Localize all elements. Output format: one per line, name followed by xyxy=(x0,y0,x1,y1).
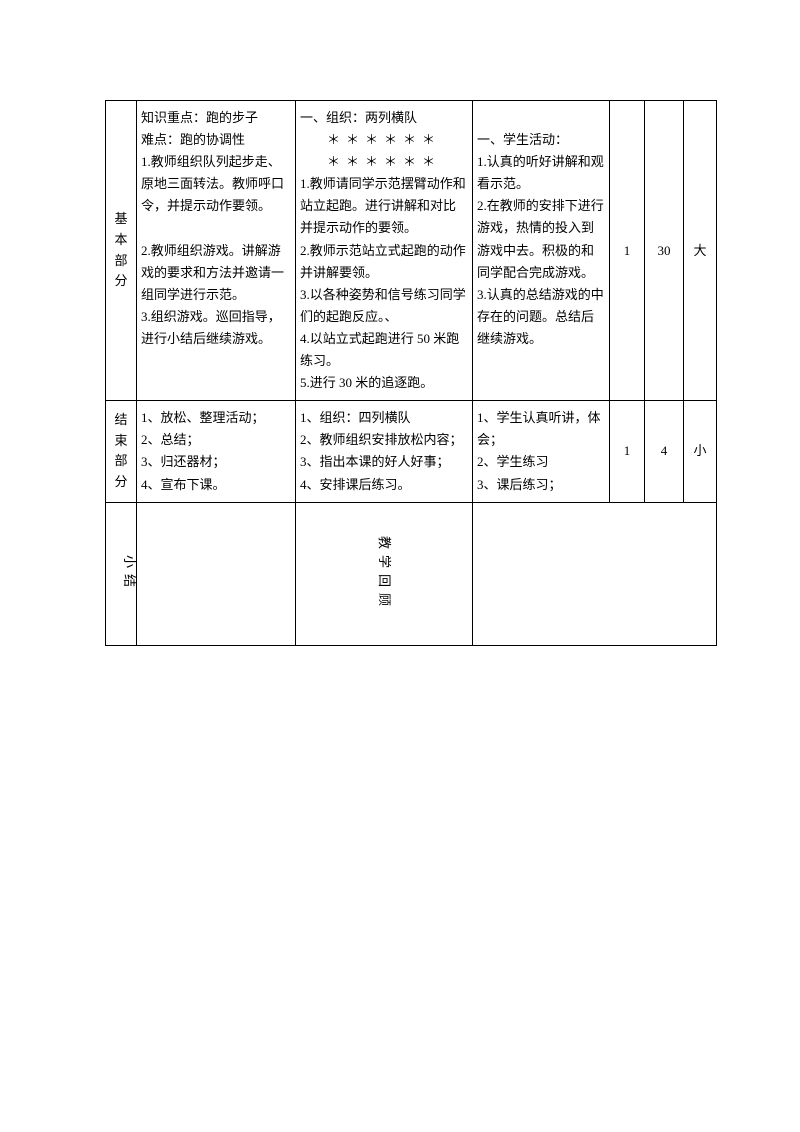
section-label-summary: 小结 xyxy=(106,502,137,645)
text-line: 2.教师组织游戏。讲解游戏的要求和方法并邀请一组同学进行示范。 xyxy=(141,240,291,306)
text-line: 1.教师请同学示范摆臂动作和站立起跑。进行讲解和对比并提示动作的要领。 xyxy=(300,173,468,239)
table-row-end: 结束部分 1、放松、整理活动； 2、总结； 3、归还器材； 4、宣布下课。 1、… xyxy=(106,401,717,502)
lesson-plan-table: 基本部分 知识重点：跑的步子 难点：跑的协调性 1.教师组织队列起步走、原地三面… xyxy=(105,100,717,646)
formation-stars: ＊＊＊＊＊＊ xyxy=(300,129,468,151)
text-line: 2、总结； xyxy=(141,429,291,451)
cell-main-intensity: 大 xyxy=(684,101,717,401)
cell-end-time: 4 xyxy=(645,401,684,502)
text-line: 知识重点：跑的步子 xyxy=(141,107,291,129)
text-line: 4、安排课后练习。 xyxy=(300,474,468,496)
formation-stars: ＊＊＊＊＊＊ xyxy=(300,151,468,173)
page: 基本部分 知识重点：跑的步子 难点：跑的协调性 1.教师组织队列起步走、原地三面… xyxy=(0,0,800,646)
text-line: 3.认真的总结游戏的中存在的问题。总结后继续游戏。 xyxy=(477,284,605,350)
text-line: 3、归还器材； xyxy=(141,451,291,473)
text-line: 1.教师组织队列起步走、原地三面转法。教师呼口令，并提示动作要领。 xyxy=(141,151,291,217)
cell-main-time: 30 xyxy=(645,101,684,401)
cell-summary-blank2 xyxy=(473,502,717,645)
text-line: 1、组织：四列横队 xyxy=(300,407,468,429)
text-line: 难点：跑的协调性 xyxy=(141,129,291,151)
cell-summary-blank1 xyxy=(137,502,296,645)
table-row-main: 基本部分 知识重点：跑的步子 难点：跑的协调性 1.教师组织队列起步走、原地三面… xyxy=(106,101,717,401)
section-label-main: 基本部分 xyxy=(106,101,137,401)
text-line: 4、宣布下课。 xyxy=(141,474,291,496)
text-line: 3、指出本课的好人好事； xyxy=(300,451,468,473)
text-line: 1、学生认真听讲，体会； xyxy=(477,407,605,451)
text-line: 3.以各种姿势和信号练习同学们的起跑反应。、 xyxy=(300,284,468,328)
text-line: 1.认真的听好讲解和观看示范。 xyxy=(477,151,605,195)
text-line: 2.在教师的安排下进行游戏，热情的投入到游戏中去。积极的和同学配合完成游戏。 xyxy=(477,195,605,283)
cell-end-col2: 1、放松、整理活动； 2、总结； 3、归还器材； 4、宣布下课。 xyxy=(137,401,296,502)
cell-end-col3: 1、组织：四列横队 2、教师组织安排放松内容； 3、指出本课的好人好事； 4、安… xyxy=(296,401,473,502)
text-line: 3、课后练习； xyxy=(477,474,605,496)
text-line: 3.组织游戏。巡回指导，进行小结后继续游戏。 xyxy=(141,306,291,350)
cell-end-col4: 1、学生认真听讲，体会； 2、学生练习 3、课后练习； xyxy=(473,401,610,502)
text-line: 4.以站立式起跑进行 50 米跑练习。 xyxy=(300,328,468,372)
section-label-review: 教学回顾 xyxy=(296,502,473,645)
cell-main-col3: 一、组织：两列横队 ＊＊＊＊＊＊ ＊＊＊＊＊＊ 1.教师请同学示范摆臂动作和站立… xyxy=(296,101,473,401)
text-line: 2、教师组织安排放松内容； xyxy=(300,429,468,451)
cell-end-count: 1 xyxy=(610,401,645,502)
cell-main-col4: 一、学生活动： 1.认真的听好讲解和观看示范。 2.在教师的安排下进行游戏，热情… xyxy=(473,101,610,401)
cell-end-intensity: 小 xyxy=(684,401,717,502)
text-line: 5.进行 30 米的追逐跑。 xyxy=(300,372,468,394)
text-line: 2、学生练习 xyxy=(477,451,605,473)
section-label-end: 结束部分 xyxy=(106,401,137,502)
text-line: 一、组织：两列横队 xyxy=(300,107,468,129)
cell-main-col2: 知识重点：跑的步子 难点：跑的协调性 1.教师组织队列起步走、原地三面转法。教师… xyxy=(137,101,296,401)
cell-main-count: 1 xyxy=(610,101,645,401)
text-line: 一、学生活动： xyxy=(477,129,605,151)
text-line: 2.教师示范站立式起跑的动作并讲解要领。 xyxy=(300,240,468,284)
table-row-summary: 小结 教学回顾 xyxy=(106,502,717,645)
text-line: 1、放松、整理活动； xyxy=(141,407,291,429)
